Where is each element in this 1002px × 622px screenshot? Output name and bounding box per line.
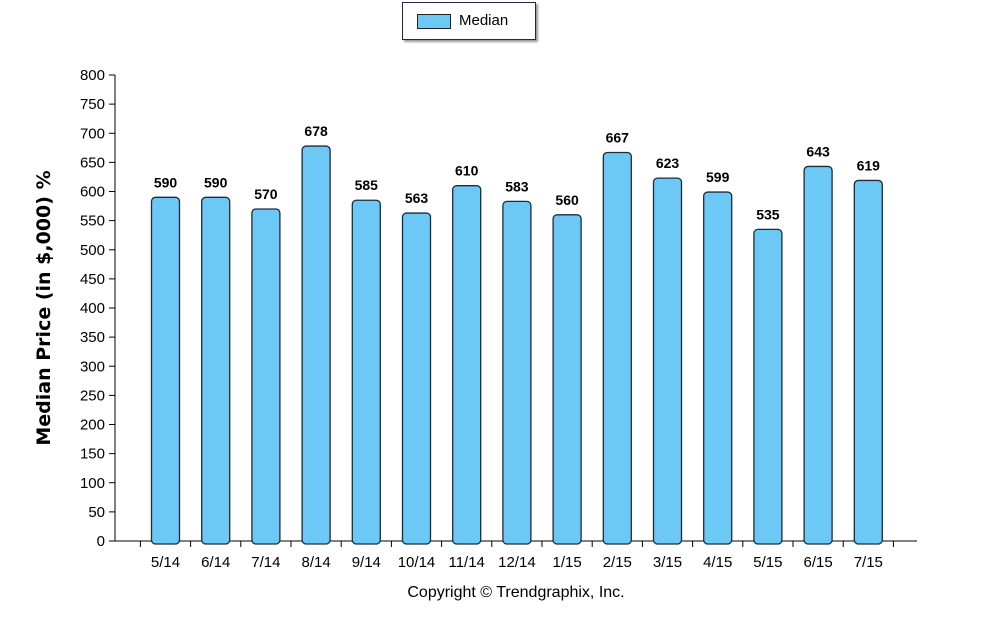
bar bbox=[602, 151, 632, 545]
copyright-text: Copyright © Trendgraphix, Inc. bbox=[407, 584, 625, 601]
x-tick-label: 7/15 bbox=[854, 554, 883, 571]
bar bbox=[150, 196, 181, 545]
y-tick-label: 250 bbox=[80, 387, 105, 404]
x-tick-label: 5/14 bbox=[151, 554, 180, 571]
x-tick-label: 4/15 bbox=[703, 554, 732, 571]
x-tick-label: 10/14 bbox=[398, 554, 436, 571]
bar bbox=[652, 177, 683, 545]
bar bbox=[803, 165, 833, 545]
y-tick-label: 700 bbox=[80, 125, 105, 142]
x-tick-label: 11/14 bbox=[448, 554, 484, 571]
legend: Median bbox=[402, 2, 536, 40]
bar bbox=[201, 196, 231, 545]
bar-value-label: 610 bbox=[455, 163, 479, 179]
bar-value-label: 599 bbox=[706, 169, 730, 185]
x-tick-label: 9/14 bbox=[352, 554, 381, 571]
bar-value-label: 678 bbox=[304, 123, 328, 139]
y-tick-label: 600 bbox=[80, 184, 105, 201]
bar bbox=[753, 228, 783, 545]
y-tick-label: 550 bbox=[80, 213, 105, 230]
bar-value-label: 570 bbox=[254, 186, 278, 202]
y-tick-label: 650 bbox=[80, 154, 105, 171]
x-tick-label: 5/15 bbox=[753, 554, 782, 571]
bar-value-label: 623 bbox=[656, 155, 680, 171]
bar bbox=[251, 208, 281, 545]
bar-value-label: 590 bbox=[154, 174, 178, 190]
x-tick-label: 6/14 bbox=[201, 554, 230, 571]
bar-value-label: 535 bbox=[756, 206, 780, 222]
y-tick-label: 400 bbox=[80, 300, 105, 317]
bar-value-label: 643 bbox=[806, 143, 830, 159]
bar-value-label: 583 bbox=[505, 178, 529, 194]
x-tick-label: 1/15 bbox=[552, 554, 581, 571]
y-tick-label: 150 bbox=[80, 446, 105, 463]
bar bbox=[401, 212, 432, 545]
bar bbox=[703, 191, 733, 545]
legend-swatch bbox=[417, 14, 451, 29]
bar-value-label: 619 bbox=[857, 157, 881, 173]
bar bbox=[351, 199, 381, 545]
y-tick-label: 500 bbox=[80, 242, 105, 259]
y-tick-label: 100 bbox=[80, 475, 105, 492]
bar-value-label: 560 bbox=[555, 192, 579, 208]
bar bbox=[502, 200, 532, 545]
x-tick-label: 3/15 bbox=[653, 554, 682, 571]
bar bbox=[301, 145, 331, 545]
y-tick-label: 50 bbox=[88, 504, 105, 521]
y-tick-label: 800 bbox=[80, 67, 105, 84]
bar-value-label: 667 bbox=[606, 129, 630, 145]
legend-label: Median bbox=[459, 12, 509, 29]
bar-value-label: 563 bbox=[405, 190, 429, 206]
y-tick-label: 750 bbox=[80, 96, 105, 113]
x-tick-label: 8/14 bbox=[301, 554, 330, 571]
y-tick-label: 300 bbox=[80, 358, 105, 375]
bar-value-label: 590 bbox=[204, 174, 228, 190]
bar bbox=[552, 214, 582, 545]
x-tick-label: 12/14 bbox=[498, 554, 536, 571]
y-tick-label: 200 bbox=[80, 417, 105, 434]
x-tick-label: 7/14 bbox=[251, 554, 280, 571]
bar bbox=[853, 179, 883, 545]
y-tick-label: 350 bbox=[80, 329, 105, 346]
x-tick-label: 6/15 bbox=[803, 554, 832, 571]
y-tick-label: 450 bbox=[80, 271, 105, 288]
bar-value-label: 585 bbox=[355, 177, 379, 193]
y-tick-label: 0 bbox=[97, 533, 105, 550]
x-tick-label: 2/15 bbox=[603, 554, 632, 571]
bar bbox=[452, 185, 482, 545]
